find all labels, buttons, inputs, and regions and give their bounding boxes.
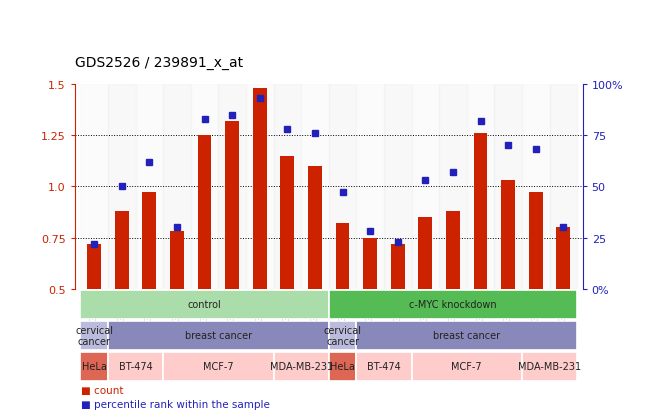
Bar [246, 85, 273, 289]
Text: HeLa: HeLa [330, 361, 355, 372]
Bar [329, 85, 356, 289]
Bar [281, 156, 294, 289]
Bar [391, 244, 405, 289]
Bar [253, 89, 267, 289]
Bar [80, 352, 108, 381]
Bar [329, 290, 577, 319]
Text: breast cancer: breast cancer [433, 330, 501, 341]
Bar [301, 85, 329, 289]
Bar [474, 134, 488, 289]
Bar [108, 352, 163, 381]
Bar [218, 85, 246, 289]
Text: MCF-7: MCF-7 [451, 361, 482, 372]
Bar [273, 352, 329, 381]
Text: cervical
cancer: cervical cancer [324, 325, 361, 346]
Text: GDS2526 / 239891_x_at: GDS2526 / 239891_x_at [75, 56, 243, 70]
Bar [411, 85, 439, 289]
Bar [115, 211, 129, 289]
Bar [384, 85, 411, 289]
Bar [80, 321, 108, 350]
Bar [549, 85, 577, 289]
Bar [411, 352, 522, 381]
Bar [356, 321, 577, 350]
Text: MDA-MB-231: MDA-MB-231 [270, 361, 333, 372]
Text: MCF-7: MCF-7 [203, 361, 234, 372]
Bar [108, 321, 329, 350]
Bar [356, 85, 384, 289]
Bar [336, 224, 350, 289]
Bar [356, 352, 411, 381]
Text: ■ percentile rank within the sample: ■ percentile rank within the sample [81, 399, 270, 408]
Text: c-MYC knockdown: c-MYC knockdown [409, 299, 497, 310]
Bar [522, 85, 549, 289]
Bar [135, 85, 163, 289]
Bar [446, 211, 460, 289]
Bar [467, 85, 494, 289]
Text: BT-474: BT-474 [118, 361, 152, 372]
Text: breast cancer: breast cancer [185, 330, 252, 341]
Bar [329, 352, 356, 381]
Bar [108, 85, 135, 289]
Bar [557, 228, 570, 289]
Bar [439, 85, 467, 289]
Bar [163, 85, 191, 289]
Bar [87, 244, 101, 289]
Bar [529, 193, 543, 289]
Text: BT-474: BT-474 [367, 361, 401, 372]
Text: ■ count: ■ count [81, 385, 124, 395]
Bar [198, 136, 212, 289]
Bar [419, 218, 432, 289]
Text: MDA-MB-231: MDA-MB-231 [518, 361, 581, 372]
Text: control: control [187, 299, 221, 310]
Bar [273, 85, 301, 289]
Bar [329, 321, 356, 350]
Text: cervical
cancer: cervical cancer [75, 325, 113, 346]
Bar [522, 352, 577, 381]
Bar [143, 193, 156, 289]
Bar [191, 85, 218, 289]
Bar [494, 85, 522, 289]
Text: HeLa: HeLa [82, 361, 107, 372]
Bar [170, 232, 184, 289]
Bar [501, 181, 515, 289]
Bar [80, 85, 108, 289]
Bar [163, 352, 273, 381]
Bar [363, 238, 377, 289]
Bar [80, 290, 329, 319]
Bar [308, 166, 322, 289]
Bar [225, 121, 239, 289]
